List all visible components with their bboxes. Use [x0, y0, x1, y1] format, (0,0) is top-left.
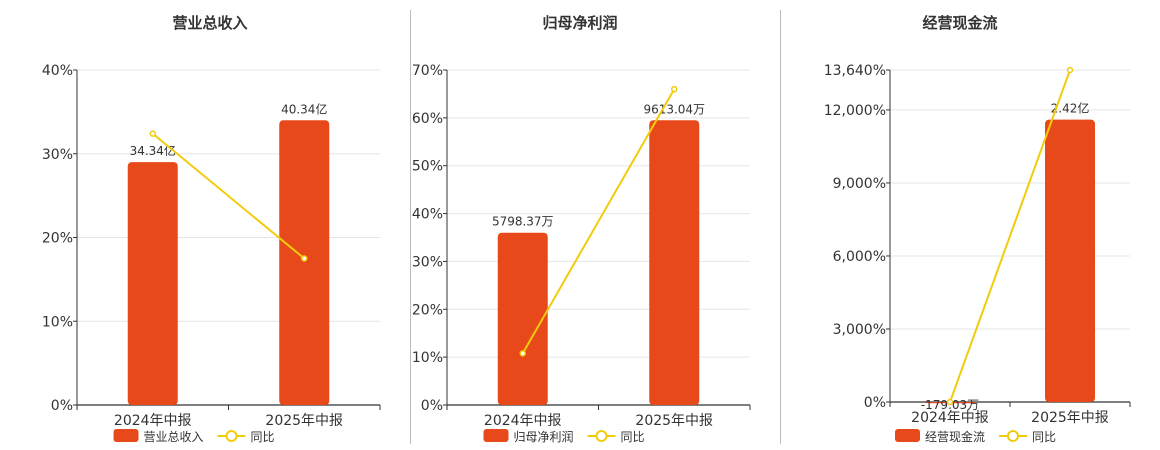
revenue-x-label-2: 2025年中报 — [265, 413, 343, 429]
revenue-x-label-1: 2024年中报 — [114, 413, 192, 429]
chart-title-net-profit: 归母净利润 — [542, 14, 618, 32]
net-profit-y-tick-label: 20% — [412, 302, 443, 318]
net-profit-y-tick-label: 0% — [421, 398, 443, 414]
cash-flow-legend-bar-label: 经营现金流 — [925, 429, 985, 444]
revenue-legend-line-marker — [225, 430, 238, 442]
net-profit-y-tick-label: 70% — [412, 63, 443, 79]
revenue-legend-line-label: 同比 — [251, 430, 275, 444]
net-profit-y-tick-label: 40% — [412, 207, 443, 223]
cash-flow-y-tick-label: 3,000% — [833, 322, 886, 338]
revenue-y-tick-label: 10% — [42, 314, 73, 330]
net-profit-yoy-point-1 — [519, 350, 526, 357]
revenue-bar-2 — [279, 120, 330, 405]
revenue-bar-1 — [127, 162, 178, 405]
cash-flow-y-tick-label: 0% — [864, 395, 886, 411]
revenue-y-tick-label: 20% — [42, 231, 73, 247]
revenue-bar-label-1: 34.34亿 — [130, 143, 176, 158]
net-profit-bar-2 — [649, 120, 700, 405]
cash-flow-yoy-line — [949, 69, 1071, 403]
cash-flow-y-tick-label: 13,640% — [824, 63, 886, 79]
cash-flow-legend-bar-swatch — [895, 429, 920, 442]
net-profit-bar-label-1: 5798.37万 — [492, 215, 554, 229]
net-profit-legend-bar-label: 归母净利润 — [514, 430, 574, 444]
net-profit-yoy-point-2 — [671, 85, 678, 93]
revenue-yoy-line — [152, 132, 305, 260]
net-profit-y-tick-label: 30% — [412, 254, 443, 270]
net-profit-y-tick-label: 60% — [412, 111, 443, 127]
cash-flow-yoy-point-2 — [1066, 66, 1074, 74]
chart-title-revenue: 营业总收入 — [172, 14, 248, 32]
net-profit-x-label-1: 2024年中报 — [484, 413, 562, 429]
cash-flow-y-tick-label: 6,000% — [833, 249, 886, 265]
net-profit-legend-line-marker — [595, 430, 608, 442]
panel-divider-2 — [780, 10, 781, 444]
net-profit-y-tick-label: 10% — [412, 350, 443, 366]
revenue-bar-label-2: 40.34亿 — [281, 101, 327, 116]
net-profit-legend-line-label: 同比 — [621, 430, 645, 444]
cash-flow-x-label-1: 2024年中报 — [911, 410, 989, 426]
revenue-y-tick-label: 40% — [42, 63, 73, 79]
panel-divider-1 — [410, 10, 411, 444]
cash-flow-bar-label-2: 2.42亿 — [1051, 101, 1090, 116]
cash-flow-y-tick-label: 12,000% — [824, 103, 886, 119]
cash-flow-y-tick-label: 9,000% — [833, 176, 886, 192]
chart-title-cash-flow: 经营现金流 — [922, 14, 998, 32]
net-profit-bar-label-2: 9613.04万 — [643, 102, 705, 116]
net-profit-x-label-2: 2025年中报 — [635, 413, 713, 429]
revenue-yoy-point-2 — [301, 255, 308, 262]
cash-flow-bar-2 — [1045, 119, 1095, 402]
cash-flow-yoy-point-1 — [946, 398, 954, 406]
net-profit-legend-bar-swatch — [483, 429, 509, 442]
revenue-legend-bar-swatch — [113, 429, 139, 442]
revenue-y-tick-label: 0% — [51, 398, 73, 414]
cash-flow-legend-line-marker — [1007, 430, 1019, 442]
net-profit-yoy-line — [521, 88, 676, 354]
revenue-legend-bar-label: 营业总收入 — [144, 430, 204, 444]
cash-flow-x-label-2: 2025年中报 — [1031, 410, 1109, 426]
revenue-y-tick-label: 30% — [42, 147, 73, 163]
revenue-yoy-point-1 — [149, 130, 156, 137]
net-profit-y-tick-label: 50% — [412, 159, 443, 175]
net-profit-bar-1 — [497, 232, 548, 405]
cash-flow-legend-line-label: 同比 — [1032, 430, 1056, 444]
